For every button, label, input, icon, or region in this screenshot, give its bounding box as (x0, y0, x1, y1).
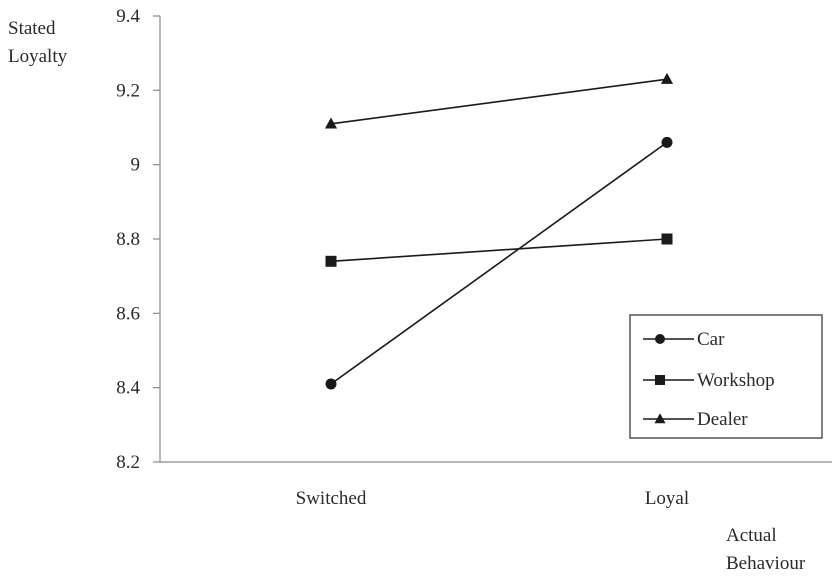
data-point-car (325, 378, 337, 390)
y-tick-label: 8.2 (116, 452, 140, 473)
x-axis-label-line-2: Behaviour (726, 553, 806, 574)
series-line-car (330, 141, 668, 385)
data-point-workshop (661, 233, 673, 245)
data-point-dealer (660, 72, 674, 84)
series-layer (324, 72, 674, 390)
y-tick-label: 9.2 (116, 80, 140, 101)
legend-label-workshop: Workshop (697, 370, 775, 391)
legend-marker-car (655, 334, 665, 344)
legend: Car Workshop Dealer (629, 314, 823, 439)
y-ticks: 8.2 8.4 8.6 8.8 9 9.2 9.4 (116, 6, 160, 473)
y-tick-label: 9.4 (116, 6, 140, 27)
legend-label-dealer: Dealer (697, 409, 748, 430)
series-car (325, 136, 673, 390)
legend-item-car: Car (643, 329, 725, 350)
x-tick-label: Switched (296, 488, 367, 509)
y-tick-label: 8.6 (116, 303, 140, 324)
y-tick-label: 9 (131, 155, 141, 176)
x-ticks: Switched Loyal (296, 488, 690, 509)
y-tick-label: 8.8 (116, 229, 140, 250)
legend-label-car: Car (697, 329, 725, 350)
y-axis-label-line-1: Stated (8, 18, 56, 39)
series-line-workshop (330, 238, 668, 263)
series-workshop (325, 233, 673, 267)
data-point-workshop (325, 255, 337, 267)
series-line-dealer (330, 78, 668, 125)
x-tick-label: Loyal (645, 488, 689, 509)
series-dealer (324, 72, 674, 129)
data-point-dealer (324, 117, 338, 129)
legend-items: Car Workshop Dealer (643, 329, 775, 430)
legend-item-workshop: Workshop (643, 370, 775, 391)
data-point-car (661, 136, 673, 148)
legend-marker-workshop (655, 375, 665, 385)
legend-item-dealer: Dealer (643, 409, 748, 430)
y-axis-label-line-2: Loyalty (8, 46, 68, 67)
legend-marker-dealer (654, 413, 666, 424)
x-axis-label-line-1: Actual (726, 525, 777, 546)
y-tick-label: 8.4 (116, 378, 140, 399)
